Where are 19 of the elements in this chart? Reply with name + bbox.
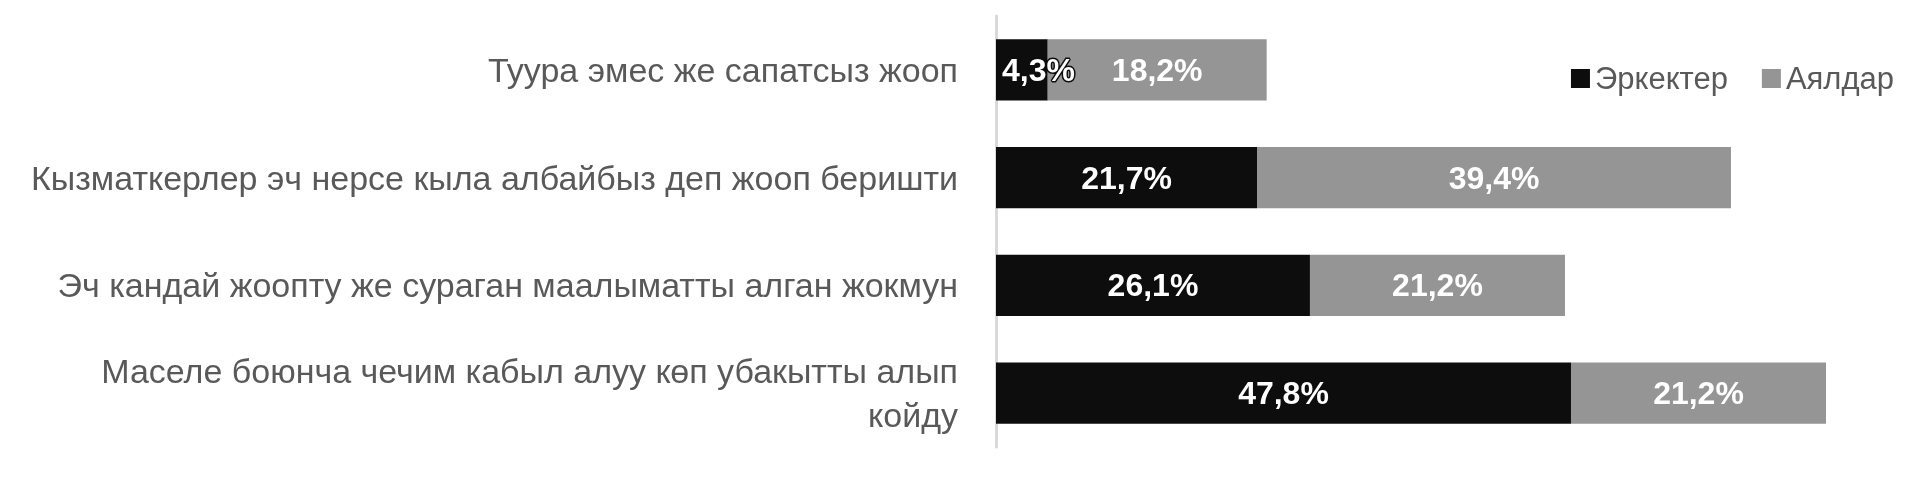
y-tick-label: Кызматкерлер эч нерсе кыла албайбыз деп жооп беришти (31, 158, 958, 197)
legend-label: Аялдар (1785, 61, 1894, 96)
bar (996, 146, 1258, 209)
bar (1257, 146, 1731, 209)
bar (1309, 254, 1565, 317)
data-label: 21,7% (1081, 159, 1172, 196)
y-tick-label: Эч кандай жоопту же сураган маалыматты алган жокмун (57, 266, 958, 305)
y-tick-label: Маселе боюнча чечим кабыл алуу көп убакытты алып койду (101, 352, 958, 435)
data-label: 21,2% (1392, 267, 1483, 304)
data-label: 47,8% (1238, 375, 1329, 412)
data-label: 21,2% (1653, 375, 1744, 412)
legend-label: Эркектер (1594, 61, 1728, 96)
data-label: 26,1% (1107, 267, 1199, 304)
data-label: 18,2% (1111, 51, 1203, 88)
bar (996, 362, 1571, 424)
data-label: 39,4% (1448, 159, 1540, 196)
bar (996, 254, 1310, 317)
y-tick-label: Туура эмес же сапатсыз жооп (487, 50, 958, 89)
bar (1570, 362, 1826, 424)
